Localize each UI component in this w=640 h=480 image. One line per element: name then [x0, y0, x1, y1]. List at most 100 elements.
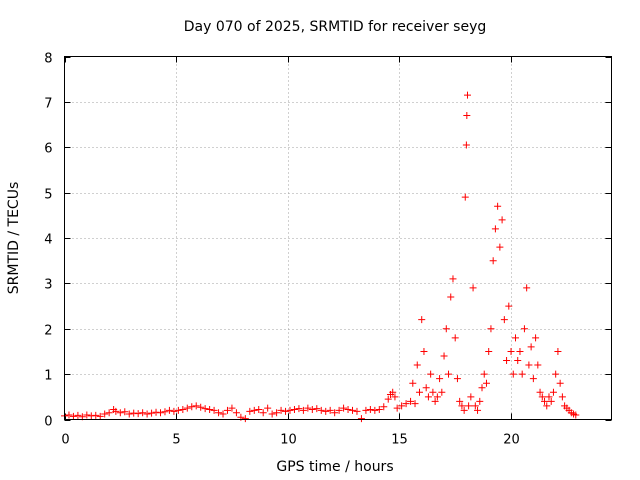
- data-point: [491, 225, 499, 233]
- data-point: [482, 379, 490, 387]
- data-point: [375, 406, 383, 414]
- y-tick-label: 5: [44, 188, 52, 203]
- data-point: [148, 409, 156, 417]
- data-point: [518, 370, 526, 378]
- data-point: [505, 302, 513, 310]
- data-point: [489, 257, 497, 265]
- y-tick-label: 8: [44, 52, 52, 67]
- x-tick-label: 15: [391, 433, 408, 448]
- data-point: [340, 404, 348, 412]
- data-point: [83, 411, 91, 419]
- grid-layer: [64, 56, 612, 420]
- data-point: [496, 243, 504, 251]
- data-point: [460, 406, 468, 414]
- data-point: [456, 397, 464, 405]
- data-point: [295, 405, 303, 413]
- data-point: [223, 406, 231, 414]
- data-point: [507, 347, 515, 355]
- data-point: [447, 293, 455, 301]
- data-point: [139, 409, 147, 417]
- data-point: [485, 347, 493, 355]
- data-point: [389, 388, 397, 396]
- data-point: [415, 388, 423, 396]
- data-point: [232, 409, 240, 417]
- data-point: [273, 409, 281, 417]
- data-point: [498, 216, 506, 224]
- data-point: [427, 370, 435, 378]
- data-point: [192, 402, 200, 410]
- x-tick-label: 5: [172, 433, 180, 448]
- data-point: [478, 384, 486, 392]
- data-point: [445, 370, 453, 378]
- data-point: [543, 402, 551, 410]
- data-point: [413, 361, 421, 369]
- data-point: [259, 409, 267, 417]
- data-point: [436, 375, 444, 383]
- data-point: [157, 409, 165, 417]
- data-point: [246, 407, 254, 415]
- data-point: [326, 406, 334, 414]
- data-point: [344, 406, 352, 414]
- chart-title: Day 070 of 2025, SRMTID for receiver sey…: [184, 19, 487, 35]
- data-point: [514, 357, 522, 365]
- data-point: [529, 375, 537, 383]
- data-point: [290, 406, 298, 414]
- data-point: [525, 361, 533, 369]
- data-point: [418, 316, 426, 324]
- data-point: [268, 410, 276, 418]
- data-point: [558, 393, 566, 401]
- data-point: [462, 141, 470, 149]
- data-point: [442, 325, 450, 333]
- data-point: [402, 400, 410, 408]
- data-point: [121, 408, 129, 416]
- data-point: [357, 415, 365, 423]
- data-point: [228, 404, 236, 412]
- data-point: [179, 406, 187, 414]
- data-point: [393, 404, 401, 412]
- data-point: [101, 410, 109, 418]
- data-point: [534, 361, 542, 369]
- data-point: [527, 343, 535, 351]
- data-point: [424, 393, 432, 401]
- data-point: [366, 406, 374, 414]
- data-point: [449, 275, 457, 283]
- data-point: [299, 406, 307, 414]
- data-point: [92, 411, 100, 419]
- data-point: [74, 411, 82, 419]
- data-point: [509, 370, 517, 378]
- y-tick-label: 4: [44, 233, 52, 248]
- data-point: [349, 406, 357, 414]
- data-point: [69, 412, 77, 420]
- data-point: [286, 406, 294, 414]
- plot-frame: [64, 56, 612, 420]
- data-point: [170, 407, 178, 415]
- x-tick-label: 0: [61, 433, 69, 448]
- data-point: [494, 202, 502, 210]
- y-tick-label: 2: [44, 324, 52, 339]
- data-point: [143, 410, 151, 418]
- data-point: [433, 393, 441, 401]
- data-point: [463, 111, 471, 119]
- data-point: [116, 409, 124, 417]
- data-point: [552, 370, 560, 378]
- data-point: [277, 406, 285, 414]
- data-point: [572, 411, 580, 419]
- x-tick-label: 10: [280, 433, 297, 448]
- data-point: [206, 406, 214, 414]
- data-point: [188, 403, 196, 411]
- x-tick-label: 20: [503, 433, 520, 448]
- x-axis-label: GPS time / hours: [276, 459, 393, 475]
- data-point: [105, 409, 113, 417]
- data-point: [463, 91, 471, 99]
- data-point: [161, 408, 169, 416]
- data-point: [471, 402, 479, 410]
- data-point: [465, 402, 473, 410]
- data-point: [541, 397, 549, 405]
- data-point: [549, 388, 557, 396]
- data-point: [469, 284, 477, 292]
- data-point: [380, 403, 388, 411]
- data-point: [96, 412, 104, 420]
- data-point: [480, 370, 488, 378]
- data-point: [407, 397, 415, 405]
